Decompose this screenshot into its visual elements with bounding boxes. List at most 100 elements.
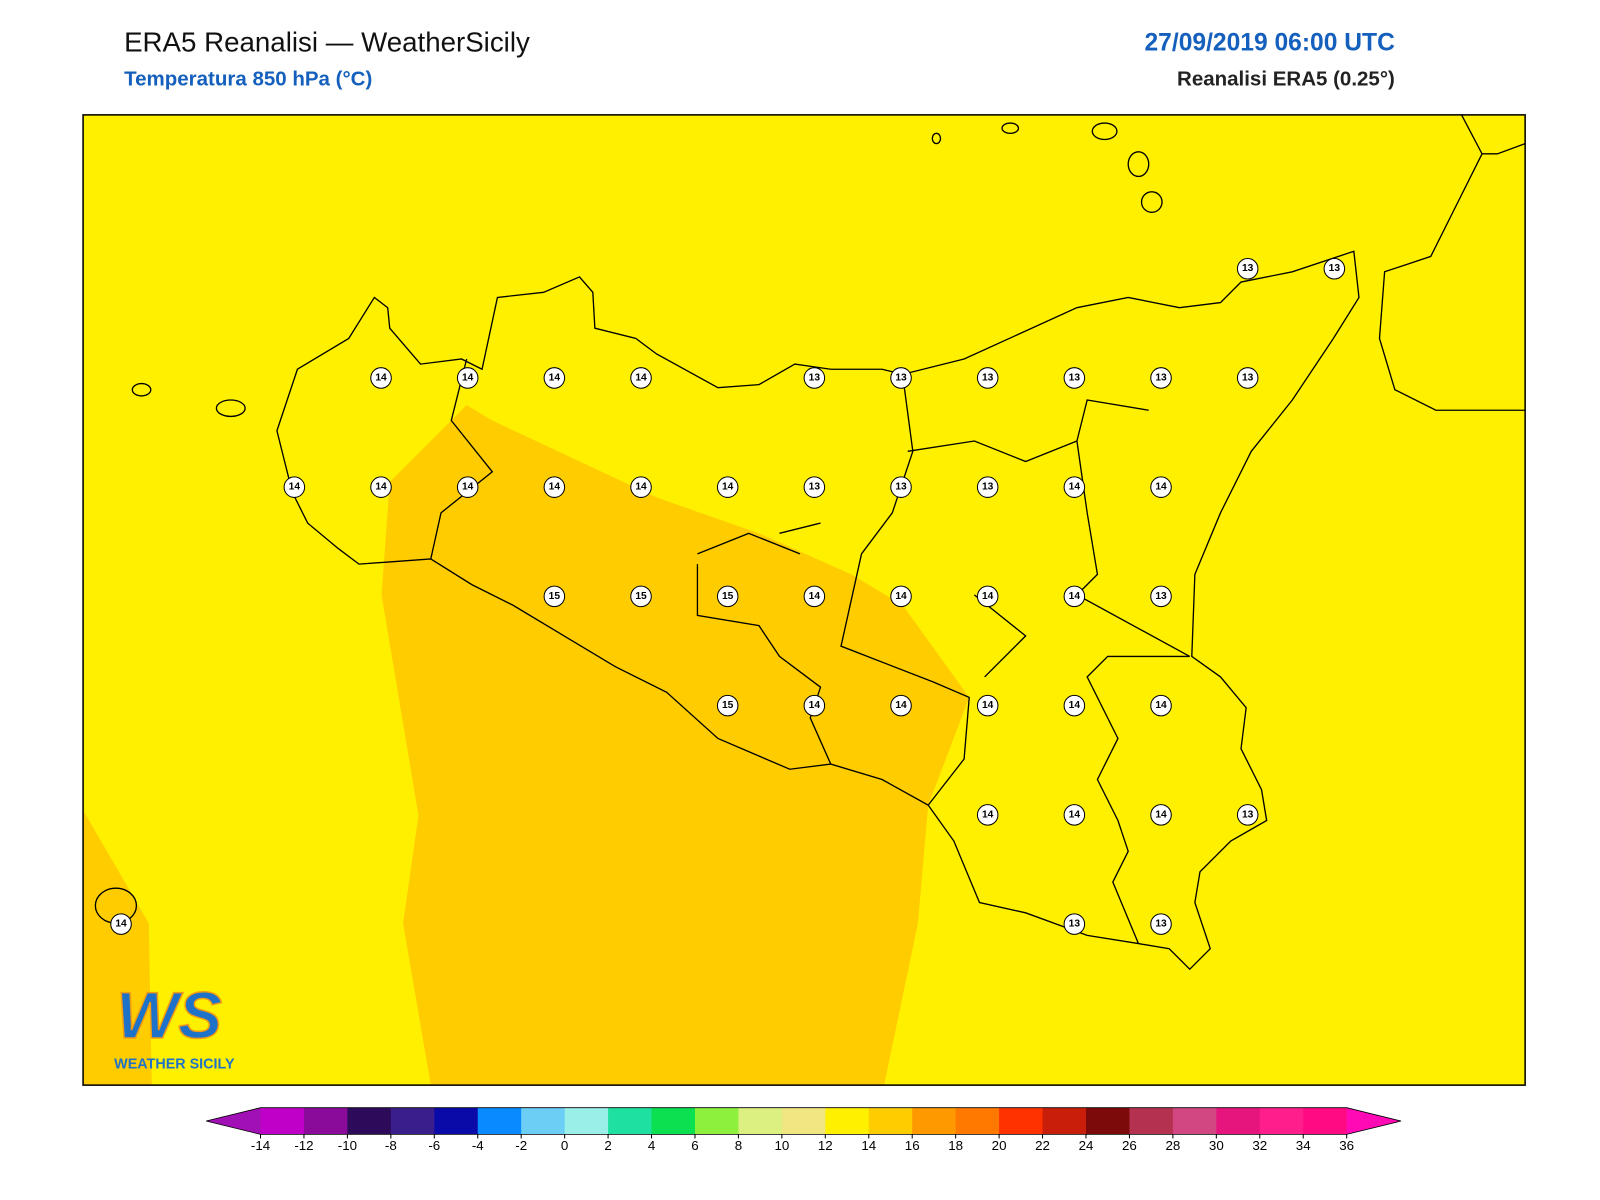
colorbar-tick-label: 14 (861, 1138, 876, 1153)
colorbar-band (781, 1107, 826, 1135)
station-marker (1236, 367, 1259, 389)
station-marker (1150, 585, 1172, 608)
colorbar-band (390, 1107, 435, 1135)
station-marker (976, 585, 999, 608)
colorbar-band (868, 1107, 913, 1135)
station-value: 14 (549, 482, 561, 493)
logo-mark: WS (116, 979, 222, 1052)
colorbar-tick-label: 30 (1209, 1138, 1224, 1153)
colorbar-tick-label: 18 (948, 1138, 963, 1153)
station-value: 13 (1069, 919, 1081, 930)
province-border (430, 358, 1191, 944)
colorbar-tick-label: 36 (1339, 1138, 1354, 1153)
station-value: 15 (635, 591, 647, 602)
station-value: 14 (635, 372, 647, 383)
station-value: 15 (722, 700, 734, 711)
station-marker (1150, 804, 1172, 826)
colorbar-tick-label: 20 (992, 1138, 1007, 1153)
island (131, 382, 152, 397)
station-value: 14 (1155, 482, 1167, 493)
station-value: 13 (1155, 919, 1167, 930)
colorbar-tick-label: -12 (294, 1138, 313, 1153)
colorbar-tick-label: 16 (905, 1138, 920, 1153)
station-value: 15 (722, 591, 734, 602)
station-value: 14 (809, 700, 821, 711)
station-value: 13 (895, 482, 907, 493)
title: ERA5 Reanalisi — WeatherSicily (124, 26, 530, 57)
station-marker (1063, 913, 1086, 935)
colorbar-tick-label: 22 (1035, 1138, 1050, 1153)
colorbar-band (434, 1107, 479, 1135)
colorbar-tick-label: 4 (648, 1138, 656, 1153)
station-marker (976, 804, 999, 826)
map-frame (82, 114, 1526, 1086)
colorbar-band (912, 1107, 957, 1135)
colorbar-band (999, 1107, 1044, 1135)
colorbar-tick-label: 6 (691, 1138, 698, 1153)
station-value: 13 (1242, 372, 1254, 383)
colorbar-band (608, 1107, 653, 1135)
island (1001, 122, 1020, 134)
station-marker (976, 476, 999, 498)
station-labels: 13 13 14 14 14 14 13 13 13 13 13 13 14 14 14 14 14 14 13 13… (110, 257, 1346, 935)
colorbar-tick-label: -14 (251, 1138, 271, 1153)
colorbar-tick-label: -6 (428, 1138, 440, 1153)
colorbar-tick-label: 12 (818, 1138, 833, 1153)
station-value: 14 (1155, 809, 1167, 820)
colorbar-band (825, 1107, 870, 1135)
colorbar-tick-label: 28 (1165, 1138, 1180, 1153)
station-value: 15 (549, 591, 561, 602)
station-marker (716, 694, 739, 717)
colorbar-band (1129, 1107, 1174, 1135)
coastline (1378, 114, 1526, 411)
station-value: 13 (809, 482, 821, 493)
colorbar-tick-label: -10 (338, 1138, 357, 1153)
colorbar-band (477, 1107, 522, 1135)
station-value: 13 (982, 482, 994, 493)
island (1127, 151, 1150, 178)
station-marker (1150, 913, 1172, 935)
station-value: 13 (895, 372, 907, 383)
station-value: 14 (809, 591, 821, 602)
station-value: 13 (809, 372, 821, 383)
station-marker (370, 476, 392, 498)
station-marker (630, 367, 652, 389)
station-value: 14 (1069, 482, 1081, 493)
station-value: 14 (549, 372, 561, 383)
station-value: 13 (1242, 263, 1254, 274)
station-value: 14 (462, 482, 474, 493)
station-value: 14 (115, 919, 127, 930)
station-value: 14 (982, 700, 994, 711)
colorbar-band (1259, 1107, 1304, 1135)
station-marker (803, 694, 826, 717)
colorbar-band (303, 1107, 348, 1135)
colorbar-band (1042, 1107, 1087, 1135)
colorbar-band (955, 1107, 1000, 1135)
colorbar-tick-label: 8 (735, 1138, 742, 1153)
island (1091, 122, 1118, 141)
colorbar-band (1085, 1107, 1130, 1135)
station-marker (1150, 367, 1172, 389)
colorbar-band (521, 1107, 566, 1135)
island (215, 399, 246, 418)
station-marker (976, 367, 999, 389)
station-marker (1063, 476, 1086, 498)
station-marker (1236, 257, 1259, 280)
colorbar-band (694, 1107, 739, 1135)
station-value: 14 (1155, 700, 1167, 711)
island (931, 132, 942, 145)
logo-text: WEATHER SICILY (114, 1056, 235, 1072)
station-marker (1063, 694, 1086, 717)
station-value: 14 (1069, 591, 1081, 602)
source: Reanalisi ERA5 (0.25°) (1177, 67, 1395, 90)
station-marker (1236, 804, 1259, 826)
station-marker (1323, 257, 1346, 280)
station-marker (716, 476, 739, 498)
station-value: 13 (1242, 809, 1254, 820)
station-marker (976, 694, 999, 717)
colorbar-band (738, 1107, 783, 1135)
station-value: 14 (462, 372, 474, 383)
map: 13 13 14 14 14 14 13 13 13 13 13 13 14 14 14 14 14 14 13 13… (82, 114, 1526, 1086)
colorbar-tick-label: -8 (385, 1138, 397, 1153)
